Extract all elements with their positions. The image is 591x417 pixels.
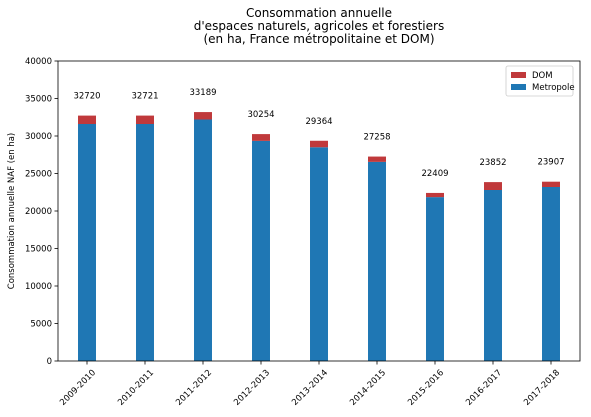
legend-swatch xyxy=(511,84,526,90)
y-tick-label: 5000 xyxy=(30,320,52,330)
x-tick-label: 2013-2014 xyxy=(290,368,330,408)
plot-frame xyxy=(57,60,581,362)
bar-total-label: 32721 xyxy=(131,92,158,102)
x-tick-label: 2012-2013 xyxy=(232,368,272,408)
y-axis-label: Consommation annuelle NAF (en ha) xyxy=(7,133,17,289)
x-tick-label: 2015-2016 xyxy=(406,368,446,408)
chart-title-line: d'espaces naturels, agricoles et foresti… xyxy=(194,19,444,33)
bar-dom xyxy=(310,140,328,148)
x-tick-label: 2017-2018 xyxy=(522,368,562,408)
chart-title-line: (en ha, France métropolitaine et DOM) xyxy=(203,32,434,46)
bar-dom xyxy=(136,115,154,124)
bar-metropole xyxy=(78,124,96,361)
bar-dom xyxy=(194,112,212,120)
bar-total-label: 29364 xyxy=(305,117,332,127)
bar-dom xyxy=(252,134,270,141)
bar-dom xyxy=(426,192,444,198)
chart-title-line: Consommation annuelle xyxy=(246,6,392,20)
bar-dom xyxy=(484,182,502,190)
bar-metropole xyxy=(252,140,270,361)
plot-area: 32720 2009-2010 32721 2010-2011 33189 2011-20… xyxy=(7,57,581,408)
bar-dom xyxy=(78,115,96,124)
y-tick-label: 30000 xyxy=(25,132,52,142)
y-tick-label: 15000 xyxy=(25,245,52,255)
y-tick-label: 10000 xyxy=(25,282,52,292)
legend-swatch xyxy=(511,72,526,78)
y-tick-label: 35000 xyxy=(25,95,52,105)
bar-total-label: 32720 xyxy=(73,92,100,102)
bar-total-label: 23852 xyxy=(479,158,506,168)
bar-dom xyxy=(368,156,386,162)
x-tick-label: 2016-2017 xyxy=(464,368,504,408)
bar-metropole xyxy=(136,124,154,361)
y-tick-label: 20000 xyxy=(25,207,52,217)
x-tick-label: 2009-2010 xyxy=(58,368,98,408)
bar-total-label: 33189 xyxy=(189,88,216,98)
bar-metropole xyxy=(310,147,328,361)
x-tick-label: 2011-2012 xyxy=(174,368,214,408)
bar-dom xyxy=(542,181,560,187)
legend: DOM Metropole xyxy=(505,65,575,97)
bar-metropole xyxy=(368,161,386,361)
bar-total-label: 23907 xyxy=(537,158,564,168)
bar-metropole xyxy=(542,187,560,361)
x-tick-label: 2014-2015 xyxy=(348,368,388,408)
bar-total-label: 22409 xyxy=(421,169,448,179)
bar-total-label: 27258 xyxy=(363,133,390,143)
y-tick-label: 25000 xyxy=(25,170,52,180)
y-tick-label: 0 xyxy=(47,357,52,367)
bar-metropole xyxy=(426,197,444,361)
legend-label: DOM xyxy=(532,71,553,81)
x-tick-label: 2010-2011 xyxy=(116,368,156,408)
bar-total-label: 30254 xyxy=(247,110,274,120)
bar-metropole xyxy=(194,119,212,361)
bar-metropole xyxy=(484,190,502,361)
legend-label: Metropole xyxy=(532,83,575,93)
y-tick-label: 40000 xyxy=(25,57,52,67)
